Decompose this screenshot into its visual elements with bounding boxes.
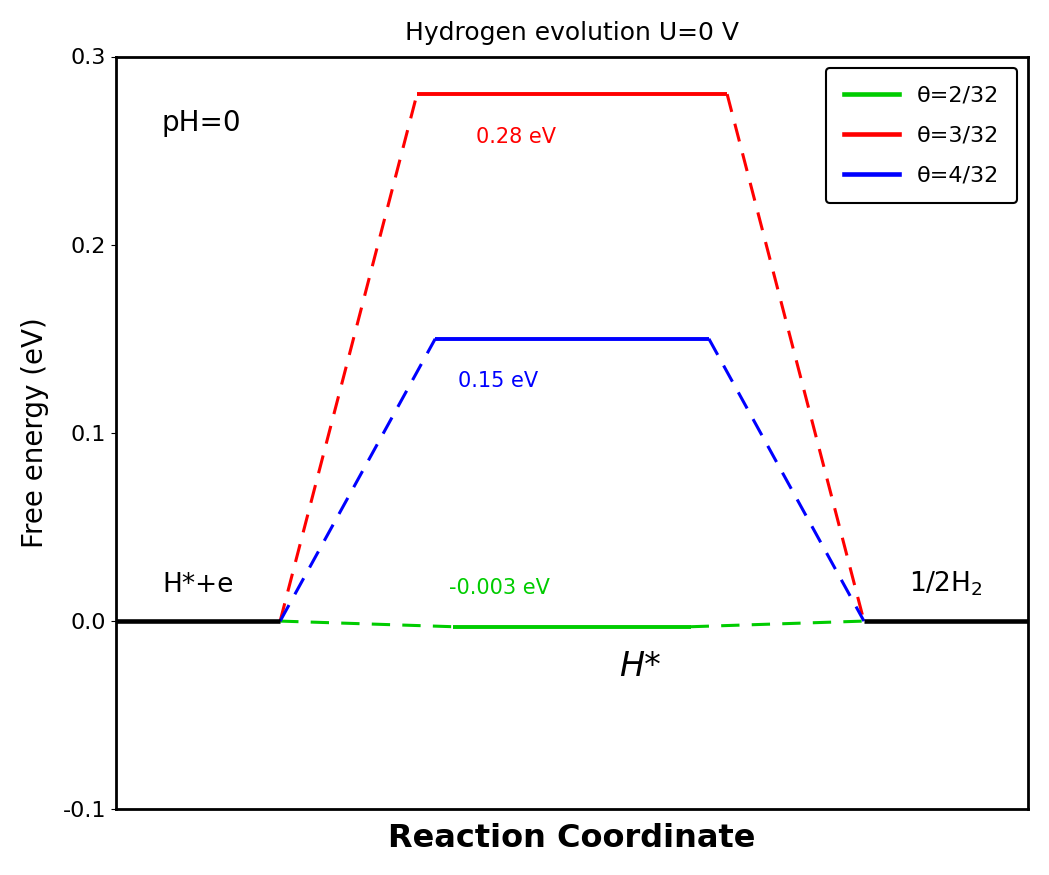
Text: -0.003 eV: -0.003 eV — [449, 578, 550, 598]
Y-axis label: Free energy (eV): Free energy (eV) — [21, 318, 49, 549]
Text: H*: H* — [620, 650, 662, 682]
Text: 0.15 eV: 0.15 eV — [458, 372, 538, 391]
Legend: θ=2/32, θ=3/32, θ=4/32: θ=2/32, θ=3/32, θ=4/32 — [826, 67, 1018, 203]
Text: 0.28 eV: 0.28 eV — [476, 127, 556, 147]
Text: H*+e: H*+e — [163, 572, 234, 598]
Title: Hydrogen evolution U=0 V: Hydrogen evolution U=0 V — [405, 21, 740, 45]
X-axis label: Reaction Coordinate: Reaction Coordinate — [388, 823, 755, 854]
Text: pH=0: pH=0 — [162, 109, 241, 137]
Text: 1/2H$_2$: 1/2H$_2$ — [909, 570, 983, 598]
